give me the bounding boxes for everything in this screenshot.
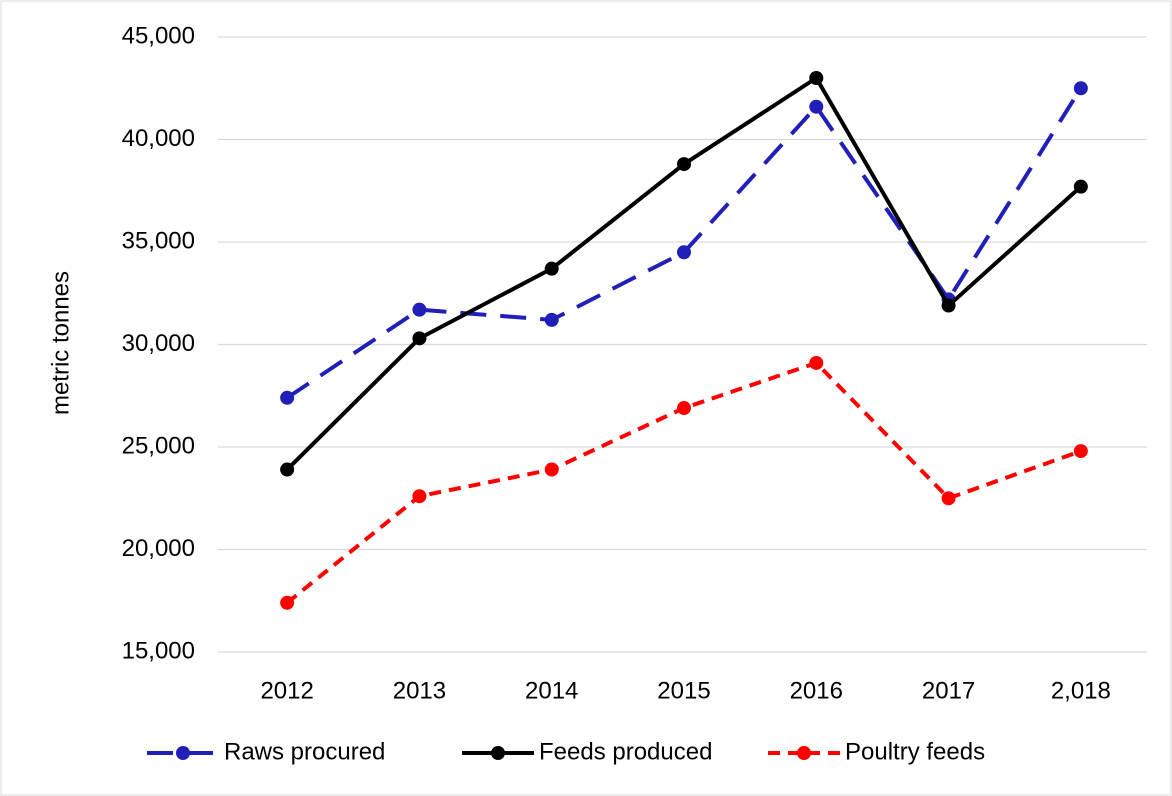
x-tick-label: 2016 [790, 677, 843, 704]
point [677, 245, 691, 260]
y-tick-label: 35,000 [122, 227, 195, 254]
point [412, 302, 427, 317]
x-tick-label: 2015 [657, 677, 710, 704]
point [544, 261, 559, 276]
point [280, 595, 295, 610]
point [677, 401, 691, 416]
x-tick-label: 2013 [393, 677, 446, 704]
point [544, 312, 559, 327]
x-tick-label: 2017 [922, 677, 975, 704]
legend-marker [491, 746, 505, 760]
point [941, 298, 956, 313]
y-tick-label: 45,000 [122, 22, 195, 49]
point [809, 355, 824, 370]
y-tick-label: 15,000 [122, 637, 195, 664]
point [1073, 444, 1088, 459]
point [677, 157, 691, 172]
legend-label: Feeds produced [539, 738, 712, 765]
x-tick-label: 2012 [260, 677, 313, 704]
x-tick-label: 2014 [525, 677, 578, 704]
legend-marker [797, 746, 811, 760]
y-tick-label: 20,000 [122, 535, 195, 562]
point [280, 462, 295, 477]
y-axis-title: metric tonnes [47, 271, 74, 415]
point [412, 489, 427, 504]
legend-marker [176, 746, 190, 760]
legend-label: Poultry feeds [845, 738, 985, 765]
point [1073, 81, 1088, 96]
legend-label: Raws procured [224, 738, 385, 765]
point [280, 390, 295, 405]
point [544, 462, 559, 477]
y-tick-label: 30,000 [122, 330, 195, 357]
y-tick-label: 40,000 [122, 125, 195, 152]
point [412, 331, 427, 346]
point [941, 491, 956, 506]
x-tick-label: 2,018 [1051, 677, 1111, 704]
y-tick-label: 25,000 [122, 432, 195, 459]
point [1073, 179, 1088, 194]
point [809, 99, 824, 114]
point [809, 71, 824, 85]
